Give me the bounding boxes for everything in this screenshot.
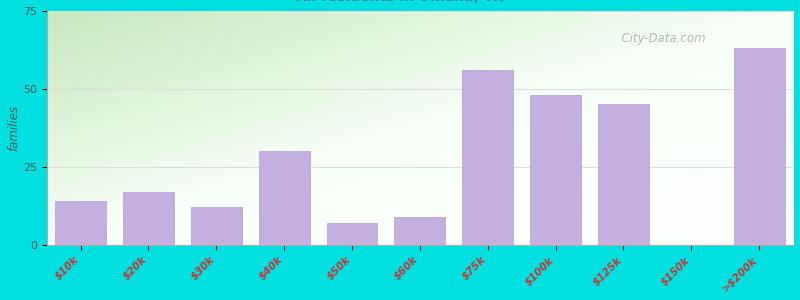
Bar <box>123 192 174 245</box>
Bar <box>598 104 649 245</box>
Text: All residents in Omaha, TX: All residents in Omaha, TX <box>296 0 504 4</box>
Bar <box>394 217 446 245</box>
Bar <box>462 70 513 245</box>
Text: City-Data.com: City-Data.com <box>614 32 706 46</box>
Bar <box>326 223 378 245</box>
Bar <box>530 95 581 245</box>
Bar <box>258 151 310 245</box>
Y-axis label: families: families <box>7 105 20 151</box>
Bar <box>734 48 785 245</box>
Bar <box>190 207 242 245</box>
Bar <box>55 201 106 245</box>
